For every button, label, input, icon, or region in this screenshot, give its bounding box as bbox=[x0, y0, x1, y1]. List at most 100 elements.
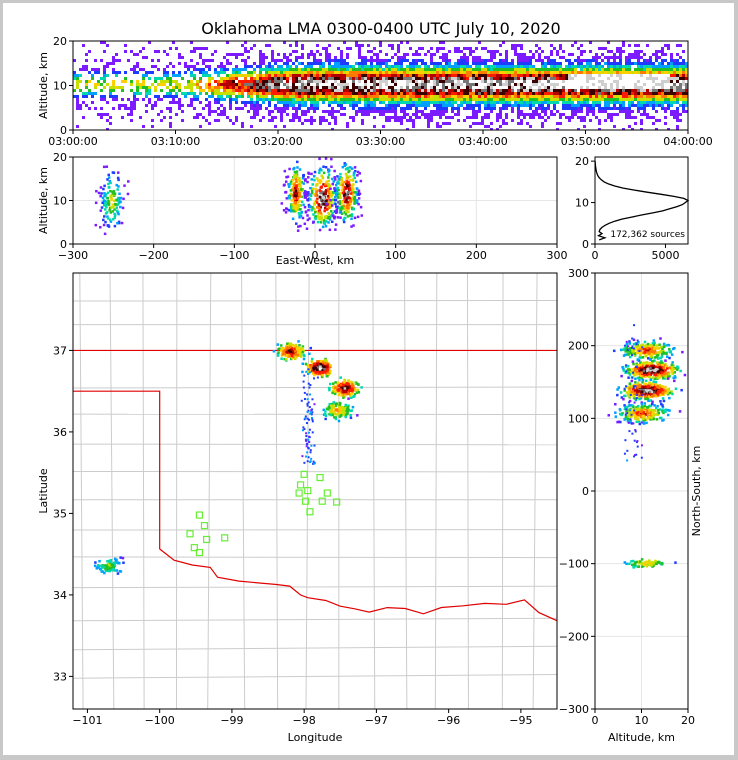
heatmap-cell bbox=[646, 80, 649, 83]
heatmap-cell bbox=[649, 77, 652, 80]
county-line bbox=[80, 273, 83, 709]
heatmap-cell bbox=[502, 83, 505, 86]
heatmap-cell bbox=[445, 68, 448, 71]
heatmap-cell bbox=[508, 89, 511, 92]
heatmap-cell bbox=[427, 89, 430, 92]
heatmap-cell bbox=[145, 71, 148, 74]
heatmap-cell bbox=[292, 71, 295, 74]
plan-point bbox=[334, 386, 337, 389]
heatmap-cell bbox=[583, 65, 586, 68]
heatmap-cell bbox=[388, 68, 391, 71]
heatmap-cell bbox=[85, 68, 88, 71]
heatmap-cell bbox=[469, 92, 472, 95]
heatmap-cell bbox=[610, 83, 613, 86]
heatmap-cell bbox=[622, 68, 625, 71]
heatmap-cell bbox=[469, 50, 472, 53]
heatmap-cell bbox=[448, 116, 451, 119]
heatmap-cell bbox=[454, 71, 457, 74]
heatmap-cell bbox=[496, 116, 499, 119]
heatmap-cell bbox=[544, 101, 547, 104]
heatmap-cell bbox=[355, 101, 358, 104]
heatmap-cell bbox=[343, 86, 346, 89]
heatmap-cell bbox=[106, 101, 109, 104]
heatmap-cell bbox=[463, 89, 466, 92]
heatmap-cell bbox=[130, 101, 133, 104]
heatmap-cell bbox=[379, 71, 382, 74]
heatmap-cell bbox=[364, 110, 367, 113]
heatmap-cell bbox=[580, 53, 583, 56]
heatmap-cell bbox=[232, 122, 235, 125]
heatmap-cell bbox=[478, 92, 481, 95]
heatmap-cell bbox=[301, 62, 304, 65]
heatmap-cell bbox=[325, 53, 328, 56]
heatmap-cell bbox=[346, 125, 349, 128]
heatmap-cell bbox=[433, 101, 436, 104]
heatmap-cell bbox=[310, 119, 313, 122]
heatmap-cell bbox=[286, 86, 289, 89]
heatmap-cell bbox=[526, 74, 529, 77]
heatmap-cell bbox=[328, 59, 331, 62]
heatmap-cell bbox=[559, 44, 562, 47]
heatmap-cell bbox=[154, 95, 157, 98]
heatmap-cell bbox=[277, 65, 280, 68]
heatmap-cell bbox=[343, 92, 346, 95]
heatmap-cell bbox=[220, 71, 223, 74]
heatmap-cell bbox=[397, 62, 400, 65]
heatmap-cell bbox=[100, 113, 103, 116]
heatmap-cell bbox=[343, 95, 346, 98]
heatmap-cell bbox=[124, 44, 127, 47]
heatmap-cell bbox=[454, 98, 457, 101]
heatmap-cell bbox=[520, 101, 523, 104]
heatmap-cell bbox=[520, 56, 523, 59]
heatmap-cell bbox=[445, 104, 448, 107]
heatmap-cell bbox=[442, 95, 445, 98]
heatmap-cell bbox=[529, 107, 532, 110]
heatmap-cell bbox=[601, 89, 604, 92]
heatmap-cell bbox=[604, 68, 607, 71]
heatmap-cell bbox=[319, 77, 322, 80]
heatmap-cell bbox=[544, 56, 547, 59]
heatmap-cell bbox=[586, 101, 589, 104]
heatmap-cell bbox=[457, 86, 460, 89]
heatmap-cell bbox=[538, 113, 541, 116]
heatmap-cell bbox=[487, 107, 490, 110]
heatmap-cell bbox=[286, 77, 289, 80]
heatmap-cell bbox=[601, 83, 604, 86]
heatmap-cell bbox=[517, 116, 520, 119]
heatmap-cell bbox=[169, 77, 172, 80]
heatmap-cell bbox=[574, 83, 577, 86]
heatmap-cell bbox=[295, 98, 298, 101]
heatmap-cell bbox=[367, 110, 370, 113]
ew-point bbox=[292, 207, 295, 210]
heatmap-cell bbox=[580, 68, 583, 71]
heatmap-cell bbox=[616, 107, 619, 110]
heatmap-cell bbox=[661, 74, 664, 77]
plan-point bbox=[283, 353, 286, 356]
heatmap-cell bbox=[397, 65, 400, 68]
ew-point bbox=[314, 211, 317, 214]
heatmap-cell bbox=[322, 110, 325, 113]
heatmap-cell bbox=[385, 92, 388, 95]
ew-point bbox=[315, 215, 318, 218]
heatmap-cell bbox=[232, 71, 235, 74]
heatmap-cell bbox=[472, 95, 475, 98]
heatmap-cell bbox=[658, 62, 661, 65]
heatmap-cell bbox=[598, 110, 601, 113]
heatmap-cell bbox=[109, 86, 112, 89]
heatmap-cell bbox=[175, 86, 178, 89]
heatmap-cell bbox=[598, 77, 601, 80]
heatmap-cell bbox=[466, 95, 469, 98]
plan-point bbox=[320, 360, 323, 363]
heatmap-cell bbox=[610, 56, 613, 59]
ew-point bbox=[302, 175, 305, 178]
heatmap-cell bbox=[499, 110, 502, 113]
heatmap-cell bbox=[79, 80, 82, 83]
heatmap-cell bbox=[403, 116, 406, 119]
heatmap-cell bbox=[397, 83, 400, 86]
heatmap-cell bbox=[289, 80, 292, 83]
heatmap-cell bbox=[112, 59, 115, 62]
heatmap-cell bbox=[460, 92, 463, 95]
heatmap-cell bbox=[250, 95, 253, 98]
heatmap-cell bbox=[211, 110, 214, 113]
heatmap-cell bbox=[370, 95, 373, 98]
